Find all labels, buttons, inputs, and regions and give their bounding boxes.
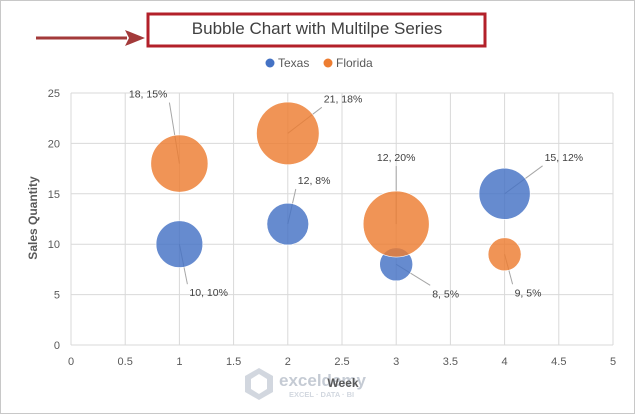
bubble-florida-2	[256, 101, 320, 165]
x-tick-label-8: 4	[502, 356, 508, 368]
bubble-florida-3	[362, 190, 430, 258]
x-tick-label-9: 4.5	[551, 356, 566, 368]
y-tick-label-0: 0	[54, 340, 60, 352]
bubbles	[150, 101, 531, 282]
x-tick-label-7: 3.5	[443, 356, 458, 368]
bubble-florida-4	[487, 237, 522, 272]
legend-marker-texas	[265, 58, 275, 68]
data-label-texas-1: 10, 10%	[189, 287, 228, 299]
chart-title: Bubble Chart with Multilpe Series	[192, 19, 442, 38]
x-tick-label-6: 3	[393, 356, 399, 368]
y-tick-label-3: 15	[48, 189, 60, 201]
x-tick-label-5: 2.5	[334, 356, 349, 368]
data-label-florida-4: 9, 5%	[515, 287, 542, 299]
x-axis-title: Week	[327, 376, 358, 390]
x-tick-label-2: 1	[176, 356, 182, 368]
bubble-florida-1	[150, 134, 209, 193]
title-annotation	[36, 12, 487, 48]
gridlines	[70, 92, 614, 346]
x-tick-label-3: 1.5	[226, 356, 241, 368]
y-tick-label-1: 5	[54, 290, 60, 302]
watermark-name: exceldemy	[279, 371, 366, 390]
x-tick-label-0: 0	[68, 356, 74, 368]
watermark-logo-icon	[245, 368, 273, 400]
x-tick-label-1: 0.5	[118, 356, 133, 368]
watermark-tagline: EXCEL · DATA · BI	[289, 390, 354, 399]
y-tick-label-4: 20	[48, 138, 60, 150]
legend-marker-florida	[323, 58, 333, 68]
title-highlight-box	[146, 12, 487, 48]
data-labels: 10, 10% 12, 8% 8, 5% 15, 12% 18, 15% 21, 18% 1…	[129, 89, 583, 301]
data-label-texas-3: 8, 5%	[432, 288, 459, 300]
axis-ticks: 0 0.5 1 1.5 2 2.5 3 3.5 4 4.5 5 0 5 10 15 20 25	[48, 88, 616, 368]
data-label-florida-1: 18, 15%	[129, 89, 168, 101]
watermark: exceldemy EXCEL · DATA · BI	[245, 368, 366, 400]
bubble-texas-2	[266, 202, 309, 246]
data-label-florida-3: 12, 20%	[377, 152, 416, 164]
y-axis-title: Sales Quantity	[26, 176, 40, 260]
data-label-florida-2: 21, 18%	[324, 93, 363, 105]
x-tick-label-10: 5	[610, 356, 616, 368]
x-tick-label-4: 2	[285, 356, 291, 368]
y-tick-label-2: 10	[48, 239, 60, 251]
bubble-texas-1	[155, 220, 204, 268]
y-tick-label-5: 25	[48, 88, 60, 100]
data-label-texas-2: 12, 8%	[298, 175, 331, 187]
legend-label-florida: Florida	[336, 56, 373, 70]
legend-label-texas: Texas	[278, 56, 309, 70]
data-label-texas-4: 15, 12%	[545, 152, 584, 164]
bubble-texas-4	[478, 167, 531, 220]
annotation-arrow-head	[125, 30, 145, 46]
legend: Texas Florida	[265, 56, 373, 70]
